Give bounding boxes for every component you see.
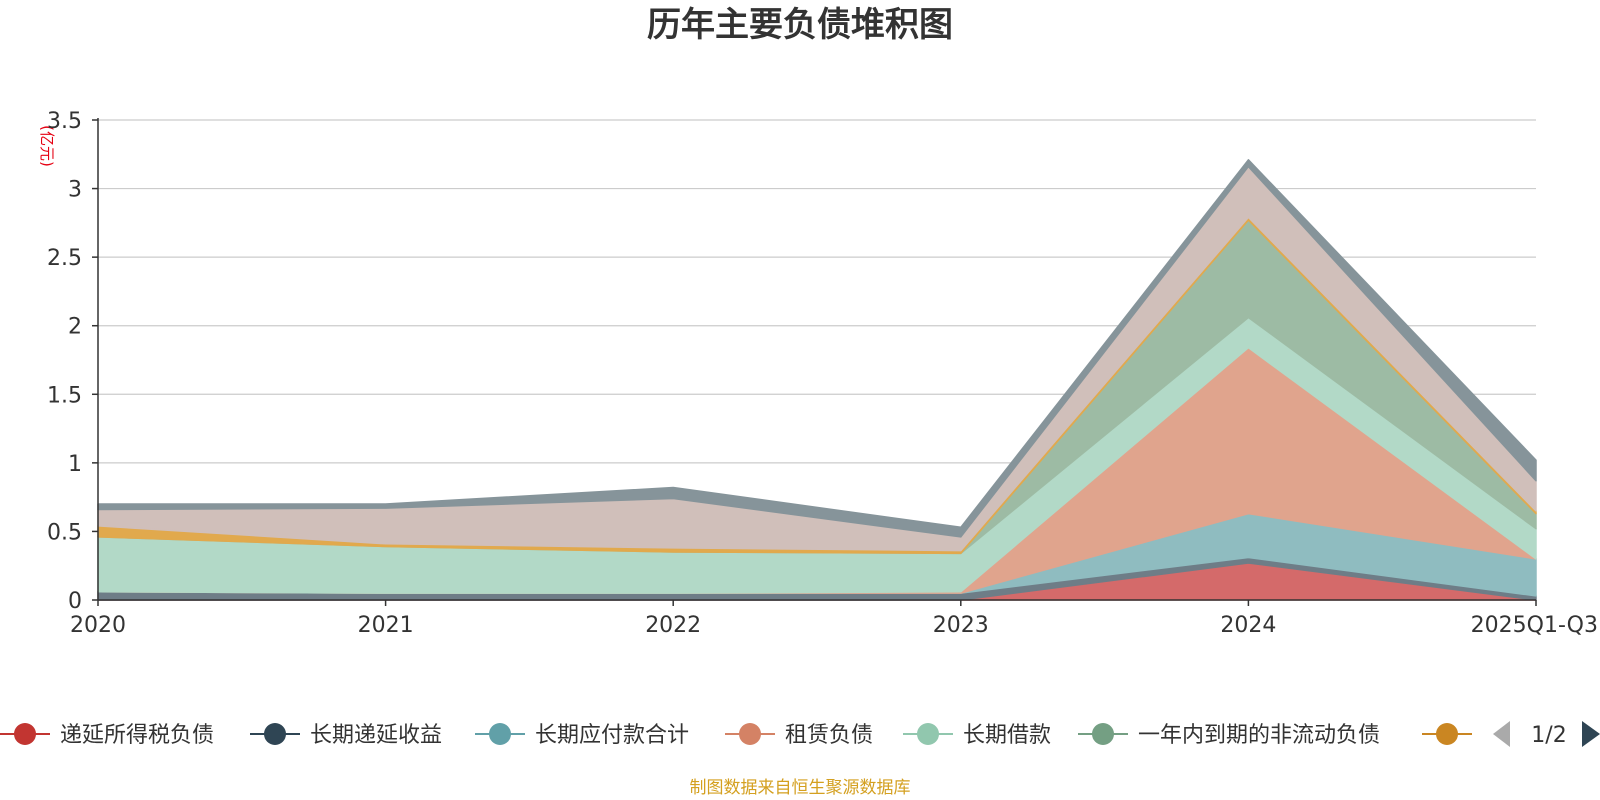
y-tick-label: 0 xyxy=(68,589,82,614)
legend-marker-icon xyxy=(14,723,36,745)
axes: 0 0.5 1 1.5 2 2.5 3 3.5 2020 2021 2022 2023 2024 2025… xyxy=(47,109,1598,638)
x-tick-label: 2021 xyxy=(358,613,414,638)
legend-item[interactable] xyxy=(1422,723,1472,745)
legend-prev-arrow-icon[interactable] xyxy=(1493,721,1510,747)
area-series xyxy=(97,159,1537,601)
x-tick-label: 2022 xyxy=(645,613,701,638)
legend-page-indicator: 1/2 xyxy=(1531,723,1566,748)
x-tick-label: 2023 xyxy=(933,613,989,638)
x-tick-label: 2025Q1-Q3 xyxy=(1471,613,1598,638)
y-tick-label: 1.5 xyxy=(47,383,82,408)
legend: 递延所得税负债 长期递延收益 长期应付款合计 租赁负债 长期借款 一年内到期的非流动负债 xyxy=(0,723,1472,748)
legend-item[interactable]: 一年内到期的非流动负债 xyxy=(1078,723,1380,748)
legend-label: 长期递延收益 xyxy=(310,723,442,748)
legend-marker-icon xyxy=(264,723,286,745)
y-axis-unit-label: (亿元) xyxy=(38,125,56,167)
legend-marker-icon xyxy=(917,723,939,745)
legend-label: 递延所得税负债 xyxy=(60,723,214,748)
y-tick-label: 2.5 xyxy=(47,246,82,271)
y-tick-label: 0.5 xyxy=(47,520,82,545)
x-tick-label: 2020 xyxy=(70,613,126,638)
legend-item[interactable]: 递延所得税负债 xyxy=(0,723,214,748)
legend-next-arrow-icon[interactable] xyxy=(1582,721,1600,747)
y-tick-label: 3 xyxy=(68,178,82,203)
chart-title: 历年主要负债堆积图 xyxy=(647,5,953,45)
legend-label: 一年内到期的非流动负债 xyxy=(1138,723,1380,748)
legend-pager: 1/2 xyxy=(1493,721,1600,748)
legend-label: 租赁负债 xyxy=(785,723,873,748)
area-series-8 xyxy=(97,159,1537,538)
data-source-note: 制图数据来自恒生聚源数据库 xyxy=(690,778,911,798)
legend-marker-icon xyxy=(489,723,511,745)
legend-item[interactable]: 长期递延收益 xyxy=(250,723,442,748)
legend-label: 长期应付款合计 xyxy=(535,723,689,748)
y-tick-label: 1 xyxy=(68,452,82,477)
legend-item[interactable]: 长期借款 xyxy=(903,723,1051,748)
x-tick-label: 2024 xyxy=(1220,613,1276,638)
legend-marker-icon xyxy=(1436,723,1458,745)
legend-marker-icon xyxy=(1092,723,1114,745)
y-tick-label: 2 xyxy=(68,315,82,340)
legend-label: 长期借款 xyxy=(963,723,1051,748)
legend-marker-icon xyxy=(739,723,761,745)
legend-item[interactable]: 租赁负债 xyxy=(725,723,873,748)
y-tick-label: 3.5 xyxy=(47,109,82,134)
legend-item[interactable]: 长期应付款合计 xyxy=(475,723,689,748)
